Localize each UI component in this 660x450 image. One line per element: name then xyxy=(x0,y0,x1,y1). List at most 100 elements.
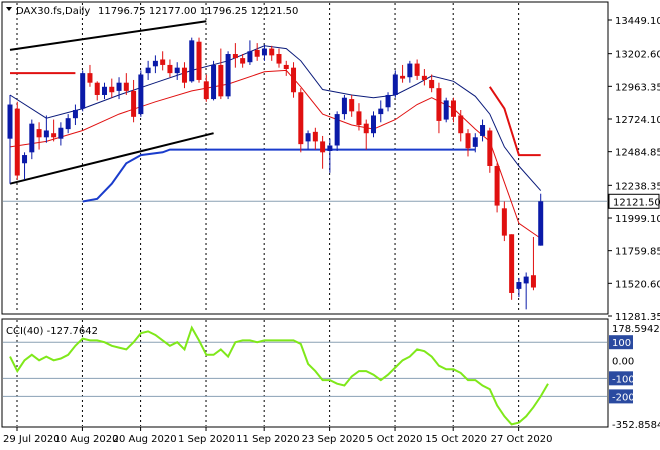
bear-candle xyxy=(320,141,326,153)
bear-candle xyxy=(298,92,304,145)
bull-candle xyxy=(516,282,522,289)
bear-candle xyxy=(414,63,420,76)
bear-candle xyxy=(400,75,406,79)
time-tick-label: 20 Aug 2020 xyxy=(113,434,177,445)
bear-candle xyxy=(196,41,202,80)
time-tick-label: 10 Aug 2020 xyxy=(54,434,118,445)
bull-candle xyxy=(407,63,413,78)
bull-candle xyxy=(334,114,340,146)
bear-candle xyxy=(14,108,20,176)
bull-candle xyxy=(43,130,49,138)
cci-level-label: -100 xyxy=(612,374,635,385)
price-tick-label: 11759.85 xyxy=(615,247,660,258)
bull-candle xyxy=(327,145,333,151)
bull-candle xyxy=(378,108,384,115)
channel-upper-trendline xyxy=(9,20,207,51)
bear-candle xyxy=(429,79,435,89)
time-tick-label: 5 Oct 2020 xyxy=(367,434,422,445)
bear-candle xyxy=(276,54,282,64)
bear-candle xyxy=(291,67,297,93)
bear-candle xyxy=(509,234,515,293)
bear-candle xyxy=(349,99,355,112)
bull-candle xyxy=(472,137,478,147)
bull-candle xyxy=(371,115,376,134)
cci-label: CCI(40) -127.7642 xyxy=(6,326,98,337)
cci-line xyxy=(9,325,549,426)
last-price-label: 12121.50 xyxy=(613,197,660,208)
price-tick-label: 12484.85 xyxy=(615,148,660,159)
bull-candle xyxy=(443,100,449,120)
cci-level-badge xyxy=(609,371,633,386)
bull-candle xyxy=(392,74,398,95)
bear-candle xyxy=(312,131,318,142)
bear-candle xyxy=(436,88,442,121)
bear-candle xyxy=(131,90,137,117)
price-panel xyxy=(1,1,609,315)
channel-lower-trendline xyxy=(9,132,214,185)
bull-candle xyxy=(152,60,158,67)
price-tick-label: 11281.35 xyxy=(615,312,660,323)
grid-lines xyxy=(3,3,607,426)
bear-candle xyxy=(501,208,507,236)
bull-candle xyxy=(523,276,529,284)
bull-candle xyxy=(305,133,311,142)
bull-candle xyxy=(189,40,195,82)
price-tick-label: 13449.10 xyxy=(615,16,660,27)
bear-candle xyxy=(530,275,536,288)
cci-level-badge xyxy=(609,389,633,404)
bull-candle xyxy=(80,73,86,109)
bull-candle xyxy=(116,82,122,91)
bear-candle xyxy=(109,86,115,93)
bear-candle xyxy=(181,67,187,83)
cci-level-label: 100 xyxy=(612,338,631,349)
bear-candle xyxy=(494,165,500,206)
cci-indicator xyxy=(9,325,549,426)
bear-candle xyxy=(218,64,224,97)
bear-candle xyxy=(254,49,260,57)
bear-candle xyxy=(51,133,57,138)
bull-candle xyxy=(29,123,35,153)
chart-ohlc-readout: 11796.75 12177.00 11796.25 12121.50 xyxy=(98,6,298,17)
resistance-segment-late xyxy=(488,86,541,157)
time-tick-label: 29 Jul 2020 xyxy=(3,434,60,445)
last-price-badge xyxy=(608,193,660,209)
bull-candle xyxy=(145,67,151,74)
bear-candle xyxy=(269,48,275,56)
bull-candle xyxy=(341,97,347,115)
time-tick-label: 15 Oct 2020 xyxy=(425,434,487,445)
price-tick-label: 13202.60 xyxy=(615,50,660,61)
collapse-triangle-icon[interactable] xyxy=(6,7,12,11)
bull-candle xyxy=(65,118,71,130)
price-tick-label: 11520.60 xyxy=(615,279,660,290)
bull-candle xyxy=(538,201,544,246)
bull-candle xyxy=(7,104,13,139)
cci-axis: 178.5942 100 0.00 -100 -200 -352.8584 xyxy=(609,324,660,431)
cci-panel xyxy=(1,318,609,428)
time-tick-label: 27 Oct 2020 xyxy=(491,434,553,445)
time-tick-label: 1 Sep 2020 xyxy=(178,434,235,445)
bull-candle xyxy=(138,74,144,115)
bear-candle xyxy=(283,64,289,70)
bull-candle xyxy=(72,109,78,119)
bull-candle xyxy=(480,125,486,136)
bear-candle xyxy=(94,82,100,95)
bear-candle xyxy=(87,73,93,83)
bear-candle xyxy=(487,130,493,166)
cci-level-label: -200 xyxy=(612,392,635,403)
price-tick-label: 12238.35 xyxy=(615,181,660,192)
cci-level-badge xyxy=(609,335,633,350)
cci-tick-label: -352.8584 xyxy=(612,420,660,431)
bear-candle xyxy=(240,58,246,64)
bear-candle xyxy=(450,100,456,117)
bear-candle xyxy=(123,82,129,91)
price-tick-label: 12963.35 xyxy=(615,82,660,93)
chart-symbol-title: DAX30.fs,Daily xyxy=(16,6,90,17)
bull-candle xyxy=(58,127,64,139)
bull-candle xyxy=(385,94,391,108)
bull-candle xyxy=(22,155,28,164)
slow-moving-average xyxy=(9,45,542,191)
bear-candle xyxy=(421,75,427,80)
bull-candle xyxy=(225,54,231,97)
bull-candle xyxy=(247,51,253,63)
time-tick-label: 23 Sep 2020 xyxy=(302,434,365,445)
